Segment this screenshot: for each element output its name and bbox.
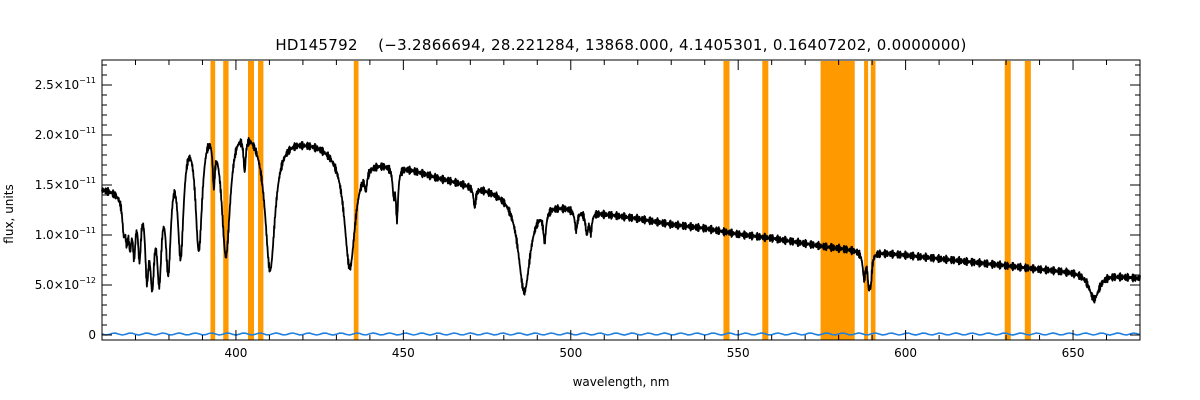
x-tick-label: 500 (559, 346, 582, 360)
y-tick-label: 1.5×10−11 (35, 176, 96, 192)
spectrum-line (101, 136, 1141, 304)
axis-ticks (102, 60, 1141, 340)
y-tick-label: 1.0×10−11 (35, 226, 96, 242)
x-tick-label: 450 (392, 346, 415, 360)
y-axis-label: flux, units (2, 184, 16, 243)
masked-region-4 (258, 61, 264, 340)
y-tick-label: 5.0×10−12 (35, 276, 96, 292)
x-tick-label: 400 (224, 346, 247, 360)
y-tick-labels: 0 5.0×10−12 1.0×10−11 1.5×10−11 2.0×10−11 2.5… (35, 76, 96, 342)
masked-region-5 (353, 61, 359, 340)
masked-region-11 (1004, 61, 1011, 340)
x-tick-labels: 400 450 500 550 600 650 (224, 346, 1084, 360)
error-line (101, 332, 1141, 336)
x-axis-label: wavelength, nm (573, 375, 670, 389)
masked-region-8 (820, 61, 855, 340)
y-tick-label: 2.0×10−11 (35, 126, 96, 142)
masked-region-6 (723, 61, 730, 340)
masked-region-3 (247, 61, 255, 340)
masked-region-9 (864, 61, 869, 340)
y-tick-label: 2.5×10−11 (35, 76, 96, 92)
masked-regions (210, 61, 1031, 340)
plot-frame (101, 59, 1141, 341)
masked-region-7 (762, 61, 769, 340)
x-tick-label: 650 (1062, 346, 1085, 360)
chart-title: HD145792 (−3.2866694, 28.221284, 13868.0… (275, 36, 966, 54)
x-tick-label: 550 (727, 346, 750, 360)
masked-region-1 (210, 61, 216, 340)
masked-region-2 (223, 61, 229, 340)
x-tick-label: 600 (894, 346, 917, 360)
error-band (101, 332, 1141, 336)
y-tick-label: 0 (88, 328, 96, 342)
masked-region-12 (1024, 61, 1031, 340)
spectrum-series (101, 136, 1141, 304)
masked-region-10 (870, 61, 876, 340)
